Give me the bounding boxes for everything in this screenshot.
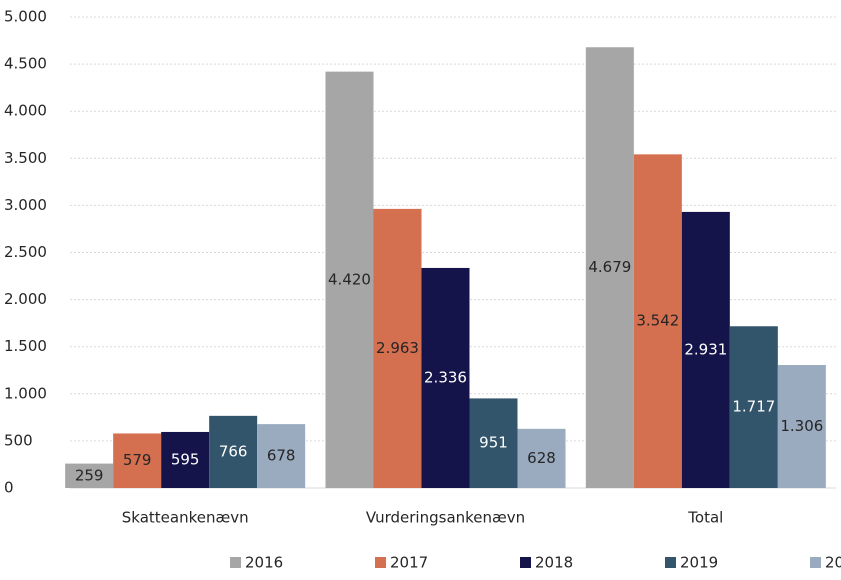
data-label: 1.717 — [732, 398, 775, 416]
legend-swatch — [665, 557, 676, 568]
bar — [517, 428, 566, 488]
legend-label: 2020 — [825, 554, 841, 572]
bar — [373, 208, 422, 488]
bar — [469, 398, 518, 488]
legend-label: 2018 — [535, 554, 573, 572]
bar — [421, 267, 470, 488]
bar — [65, 463, 114, 488]
y-tick-label: 3.000 — [4, 196, 47, 214]
legend-label: 2017 — [390, 554, 428, 572]
data-label: 595 — [171, 450, 200, 468]
bar — [681, 211, 730, 489]
x-tick-label: Total — [687, 509, 723, 527]
y-tick-label: 1.000 — [4, 384, 47, 402]
data-label: 4.679 — [588, 258, 631, 276]
legend-swatch — [810, 557, 821, 568]
data-label: 766 — [219, 442, 248, 460]
data-label: 3.542 — [636, 312, 679, 330]
data-label: 2.336 — [424, 368, 467, 386]
x-tick-label: Skatteankenævn — [122, 509, 249, 527]
data-label: 2.931 — [684, 340, 727, 358]
data-label: 259 — [75, 466, 104, 484]
y-tick-label: 3.500 — [4, 149, 47, 167]
y-tick-label: 0 — [4, 479, 14, 497]
bar — [777, 364, 826, 488]
bar — [729, 326, 778, 488]
bar — [113, 433, 162, 488]
bar — [257, 424, 306, 488]
legend-label: 2019 — [680, 554, 718, 572]
legend-swatch — [375, 557, 386, 568]
legend-swatch — [230, 557, 241, 568]
y-tick-label: 4.000 — [4, 102, 47, 120]
x-tick-label: Vurderingsankenævn — [366, 509, 525, 527]
bar — [585, 47, 634, 489]
bar — [209, 415, 258, 488]
y-tick-label: 1.500 — [4, 337, 47, 355]
bar — [325, 71, 374, 489]
y-tick-label: 500 — [4, 431, 33, 449]
data-label: 1.306 — [780, 417, 823, 435]
y-tick-label: 4.500 — [4, 55, 47, 73]
data-label: 2.963 — [376, 339, 419, 357]
data-label: 628 — [527, 449, 556, 467]
data-label: 4.420 — [328, 270, 371, 288]
data-label: 579 — [123, 451, 152, 469]
legend-swatch — [520, 557, 531, 568]
bar — [633, 154, 682, 488]
legend-label: 2016 — [245, 554, 283, 572]
y-tick-label: 2.000 — [4, 290, 47, 308]
data-label: 678 — [267, 447, 296, 465]
y-tick-label: 2.500 — [4, 243, 47, 261]
bar — [161, 431, 210, 488]
data-label: 951 — [479, 434, 508, 452]
y-tick-label: 5.000 — [4, 8, 47, 26]
